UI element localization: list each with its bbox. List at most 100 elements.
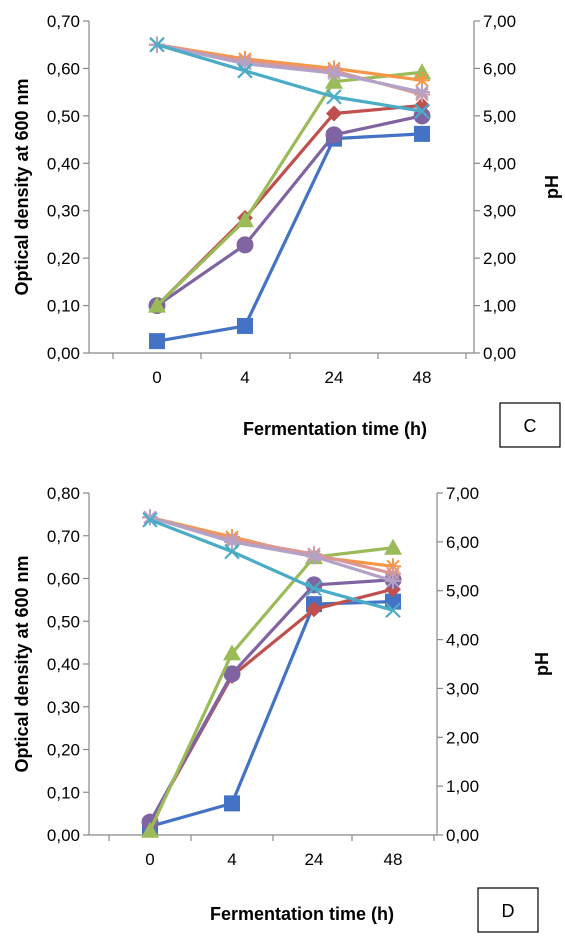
series-7-point-0 xyxy=(142,512,158,528)
series-7-line xyxy=(149,518,394,612)
series-3-point-1 xyxy=(236,211,254,228)
x-tick-label: 24 xyxy=(325,368,344,387)
series-7-point-3 xyxy=(385,602,401,619)
y-tick-label: 0,20 xyxy=(47,249,80,268)
series-7-line xyxy=(156,43,423,113)
y-tick-label: 0,60 xyxy=(47,570,80,589)
series-7 xyxy=(149,36,430,119)
series-0-line xyxy=(156,132,423,343)
x-axis-title: Fermentation time (h) xyxy=(243,419,427,439)
series-1-point-2 xyxy=(326,105,342,122)
series-4-point-3 xyxy=(414,72,430,89)
series-0-line xyxy=(149,599,394,828)
y-tick-label: 0,30 xyxy=(47,202,80,221)
y2-tick-label: 0,00 xyxy=(446,826,479,845)
series-3-point-1 xyxy=(223,644,241,661)
y2-axis-title: pH xyxy=(542,175,562,199)
series-3-point-3 xyxy=(384,538,402,555)
y2-tick-label: 7,00 xyxy=(483,12,516,31)
y-tick-label: 0,20 xyxy=(47,741,80,760)
y-tick-label: 0,80 xyxy=(47,484,80,503)
y2-tick-label: 0,00 xyxy=(483,344,516,363)
panel-label: C xyxy=(524,416,537,436)
series-2 xyxy=(141,571,402,831)
y-tick-label: 0,50 xyxy=(47,107,80,126)
series-0-point-0 xyxy=(149,333,165,350)
series-0-point-3 xyxy=(414,125,430,142)
series-3-point-0 xyxy=(141,821,159,838)
series-7 xyxy=(142,512,401,619)
x-tick-label: 24 xyxy=(305,850,324,869)
y-axis-title: Optical density at 600 nm xyxy=(12,78,32,295)
y-axis-title: Optical density at 600 nm xyxy=(12,555,32,772)
y-tick-label: 0,40 xyxy=(47,154,80,173)
panel-label-box xyxy=(477,887,539,933)
series-7-point-2 xyxy=(326,89,342,105)
y-tick-label: 0,70 xyxy=(47,12,80,31)
series-2-line xyxy=(156,114,423,307)
series-2 xyxy=(148,107,431,315)
series-6-point-0 xyxy=(142,509,158,526)
chart-panel-d: 0,00 0,10 0,20 0,30 0,40 0,50 0,60 0,70 0,80 0,00… xyxy=(12,484,552,933)
x-tick-label: 0 xyxy=(145,850,154,869)
x-tick-label: 48 xyxy=(413,368,432,387)
series-3-line xyxy=(148,546,394,832)
y2-tick-label: 3,00 xyxy=(483,202,516,221)
y2-tick-label: 6,00 xyxy=(483,59,516,78)
y-tick-label: 0,30 xyxy=(47,698,80,717)
series-7-point-0 xyxy=(149,36,165,53)
series-0-point-1 xyxy=(224,795,240,812)
series-6-point-1 xyxy=(237,55,253,72)
x-tick-label: 0 xyxy=(152,368,161,387)
series-7-point-1 xyxy=(237,63,253,79)
y2-tick-label: 4,00 xyxy=(446,631,479,650)
series-2-point-1 xyxy=(236,236,254,254)
series-2-point-1 xyxy=(223,665,241,683)
series-7-point-1 xyxy=(224,543,240,560)
y2-tick-label: 2,00 xyxy=(446,728,479,747)
x-tick-label: 4 xyxy=(227,850,236,869)
y2-tick-label: 3,00 xyxy=(446,679,479,698)
series-4-line xyxy=(156,43,423,82)
series-2-point-2 xyxy=(325,126,343,144)
series-3-point-0 xyxy=(148,296,166,313)
series-7-point-3 xyxy=(414,103,430,119)
series-6-line xyxy=(156,43,423,94)
y2-tick-label: 1,00 xyxy=(446,777,479,796)
y-tick-label: 0,60 xyxy=(47,59,80,78)
x-tick-label: 48 xyxy=(384,850,403,869)
series-1-point-2 xyxy=(306,601,322,618)
series-4-line xyxy=(149,515,394,568)
y-tick-label: 0,00 xyxy=(47,344,80,363)
series-6-point-2 xyxy=(306,548,322,565)
series-3 xyxy=(141,538,402,838)
series-6 xyxy=(142,509,401,589)
y2-axis-title: pH xyxy=(532,652,552,676)
x-tick-label: 4 xyxy=(240,368,249,387)
x-axis-title: Fermentation time (h) xyxy=(210,904,394,924)
series-6-point-3 xyxy=(414,84,430,101)
y2-tick-label: 1,00 xyxy=(483,297,516,316)
series-3-line xyxy=(155,70,423,307)
series-4 xyxy=(149,36,430,89)
y-tick-label: 0,10 xyxy=(47,783,80,802)
series-6-point-1 xyxy=(224,533,240,550)
y2-tick-label: 5,00 xyxy=(446,582,479,601)
y2-tick-label: 6,00 xyxy=(446,533,479,552)
y-tick-label: 0,50 xyxy=(47,612,80,631)
y2-tick-label: 5,00 xyxy=(483,107,516,126)
y-tick-label: 0,00 xyxy=(47,826,80,845)
series-6-point-3 xyxy=(385,572,401,589)
series-5-line xyxy=(149,515,394,576)
series-7-point-2 xyxy=(306,580,322,597)
y-tick-label: 0,10 xyxy=(47,297,80,316)
y2-tick-label: 4,00 xyxy=(483,154,516,173)
y-tick-label: 0,70 xyxy=(47,527,80,546)
panel-label-box xyxy=(499,402,561,448)
panel-label: D xyxy=(502,901,515,921)
series-6-line xyxy=(149,515,394,583)
y-tick-label: 0,40 xyxy=(47,655,80,674)
series-6-point-2 xyxy=(326,65,342,82)
y2-tick-label: 7,00 xyxy=(446,484,479,503)
